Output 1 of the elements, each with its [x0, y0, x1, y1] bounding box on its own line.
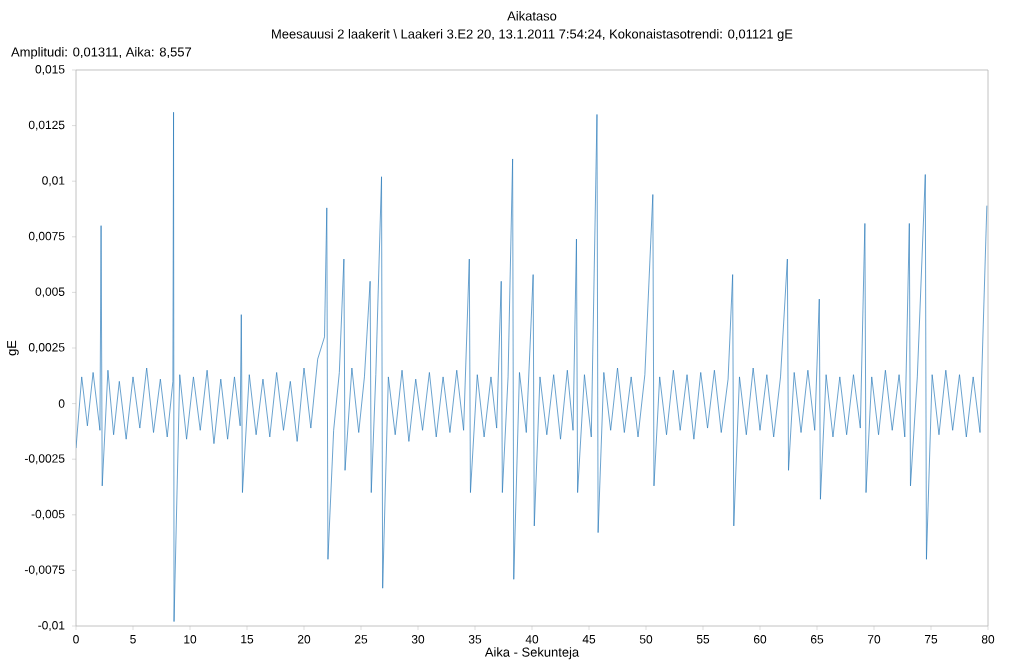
line-series: [76, 111, 988, 622]
